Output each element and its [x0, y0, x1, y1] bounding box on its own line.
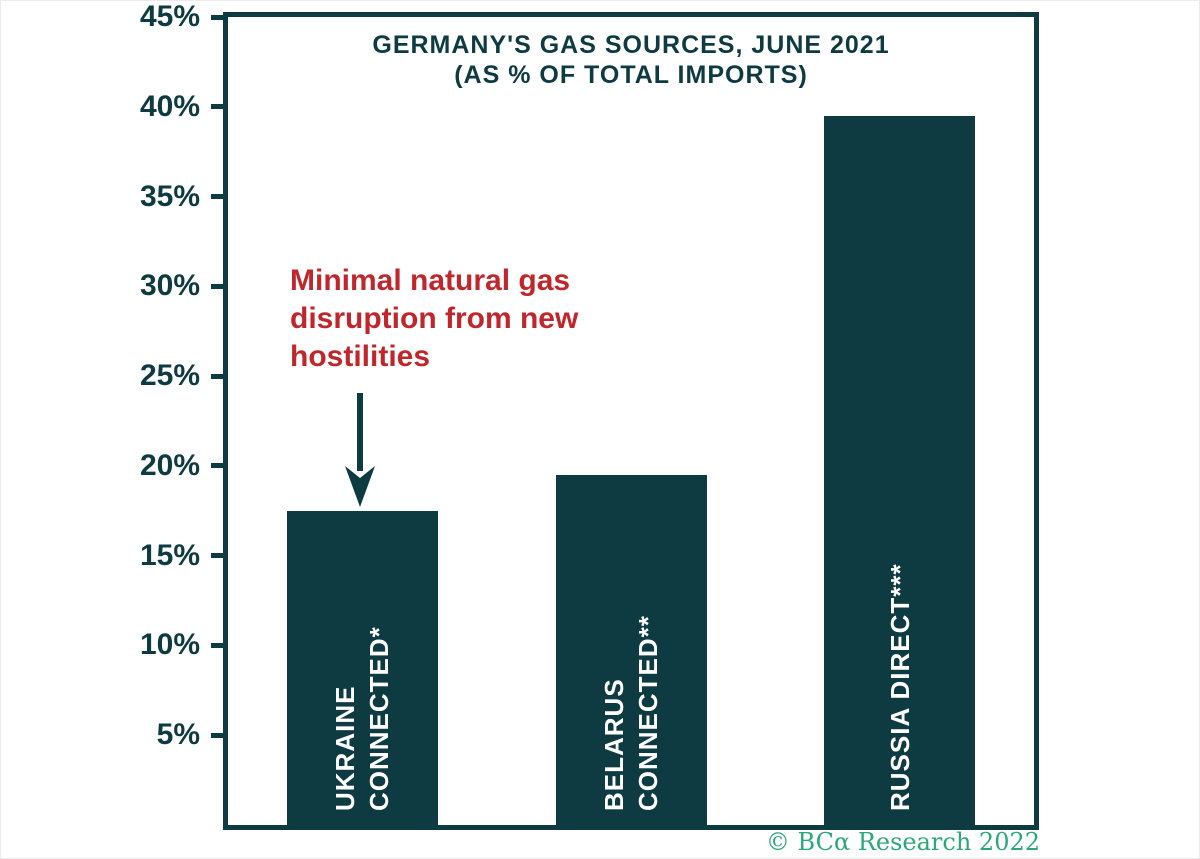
y-axis-tick [211, 194, 228, 200]
y-axis-tick-label: 35% [139, 179, 200, 213]
y-axis-tick-label: 30% [139, 269, 200, 303]
y-axis-tick-label: 10% [139, 628, 200, 662]
chart-title-line1: GERMANY'S GAS SOURCES, JUNE 2021 [372, 31, 890, 59]
y-axis-tick-label: 40% [139, 89, 200, 123]
bar-category-label: RUSSIA DIRECT*** [884, 563, 915, 811]
y-axis-tick [211, 283, 228, 289]
copyright-text: © BCα Research 2022 [765, 828, 1040, 856]
y-axis-tick [211, 732, 228, 738]
down-arrow-icon [345, 393, 375, 507]
y-axis-tick [211, 463, 228, 469]
annotation-text: Minimal natural gas disruption from new … [290, 264, 579, 373]
y-axis-tick [211, 104, 228, 110]
plot-frame [223, 12, 1039, 830]
y-axis-tick [211, 373, 228, 379]
plot-area: UKRAINE CONNECTED* BELARUS CONNECTED** RUS… [228, 17, 1034, 825]
bar-category-label: BELARUS CONNECTED** [599, 615, 663, 811]
y-axis-tick [211, 14, 228, 20]
bar-2: BELARUS CONNECTED** [555, 474, 707, 825]
y-axis-tick-label: 20% [139, 448, 200, 482]
y-axis-tick [211, 553, 228, 559]
bar-1: UKRAINE CONNECTED* [286, 510, 438, 825]
bar-3: RUSSIA DIRECT*** [824, 115, 976, 825]
y-axis-tick-label: 25% [139, 359, 200, 393]
chart-title-line2: (AS % OF TOTAL IMPORTS) [454, 61, 808, 89]
y-axis-tick-label: 15% [139, 538, 200, 572]
bar-category-label: UKRAINE CONNECTED* [330, 626, 395, 811]
chart-title: GERMANY'S GAS SOURCES, JUNE 2021 (AS % O… [228, 30, 1034, 90]
y-axis-tick [211, 642, 228, 648]
y-axis-tick-label: 45% [139, 0, 200, 33]
y-axis-tick-label: 5% [156, 718, 200, 752]
